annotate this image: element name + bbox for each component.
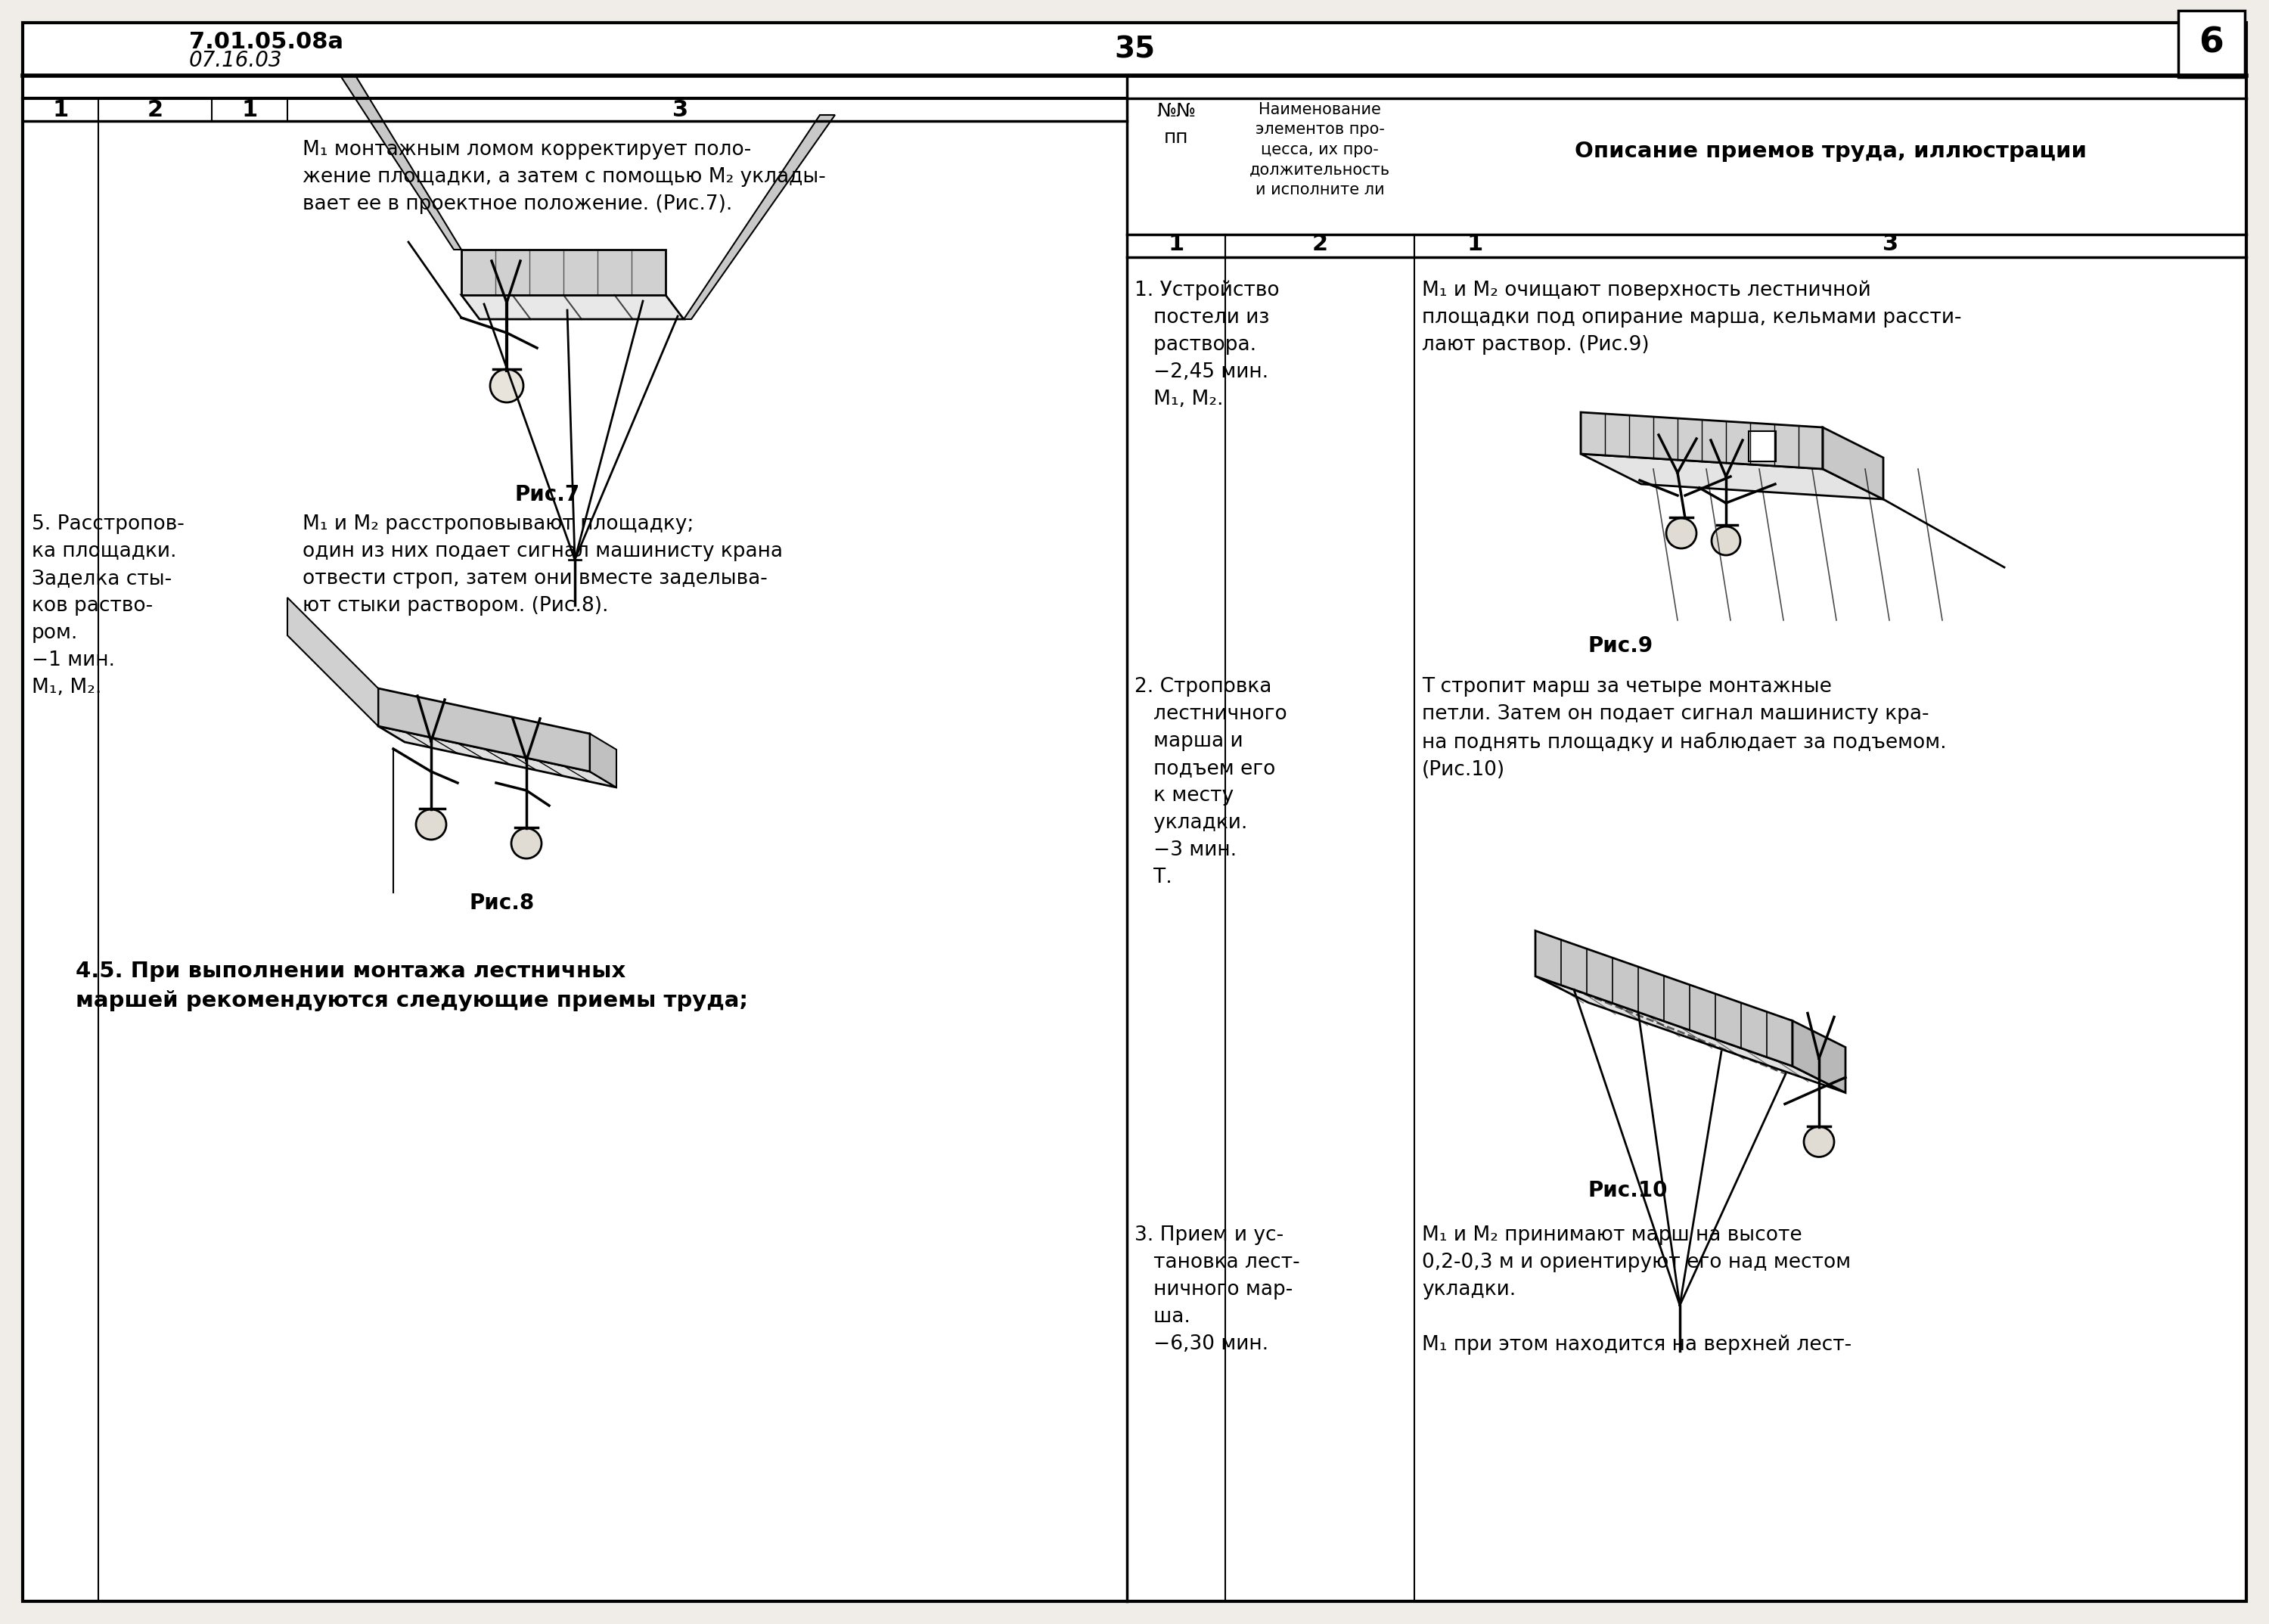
Polygon shape	[1793, 1021, 1845, 1093]
Text: №№: №№	[1157, 102, 1196, 120]
Text: 1: 1	[52, 99, 68, 120]
Polygon shape	[379, 689, 590, 771]
Text: 35: 35	[1114, 34, 1155, 63]
Polygon shape	[288, 598, 379, 726]
Text: Рис.9: Рис.9	[1588, 635, 1654, 656]
Text: М₁ и М₂ принимают марш на высоте
0,2-0,3 м и ориентируют его над местом
укладки.: М₁ и М₂ принимают марш на высоте 0,2-0,3…	[1423, 1226, 1852, 1354]
Text: 07.16.03: 07.16.03	[188, 50, 284, 71]
Text: 3: 3	[1883, 232, 1899, 255]
Polygon shape	[1581, 412, 1822, 469]
Text: 1. Устройство
   постели из
   раствора.
   −2,45 мин.
   М₁, М₂.: 1. Устройство постели из раствора. −2,45…	[1134, 279, 1280, 409]
Text: Т стропит марш за четыре монтажные
петли. Затем он подает сигнал машинисту кра-
: Т стропит марш за четыре монтажные петли…	[1423, 677, 1947, 780]
FancyBboxPatch shape	[23, 23, 2246, 1601]
Polygon shape	[1581, 453, 1883, 499]
Text: 3: 3	[672, 99, 690, 120]
Text: 6: 6	[2199, 26, 2224, 60]
Text: 1: 1	[1466, 232, 1484, 255]
Polygon shape	[683, 115, 835, 320]
Text: 4.5. При выполнении монтажа лестничных
маршей рекомендуются следующие приемы тру: 4.5. При выполнении монтажа лестничных м…	[75, 961, 749, 1012]
Polygon shape	[379, 726, 617, 788]
Circle shape	[1804, 1127, 1833, 1156]
Circle shape	[511, 828, 542, 859]
Polygon shape	[1536, 976, 1845, 1093]
Text: 1: 1	[1169, 232, 1184, 255]
Polygon shape	[590, 734, 617, 788]
Circle shape	[1665, 518, 1697, 549]
Polygon shape	[461, 296, 683, 320]
FancyBboxPatch shape	[2178, 11, 2244, 78]
FancyBboxPatch shape	[1749, 430, 1777, 461]
Text: 3. Прием и ус-
   тановка лест-
   ничного мар-
   ша.
   −6,30 мин.: 3. Прием и ус- тановка лест- ничного мар…	[1134, 1226, 1300, 1354]
Text: 2: 2	[1311, 232, 1327, 255]
Polygon shape	[1536, 931, 1793, 1065]
Text: Наименование
элементов про-
цесса, их про-
должительность
и исполните ли: Наименование элементов про- цесса, их пр…	[1250, 102, 1391, 197]
Polygon shape	[1822, 427, 1883, 499]
Text: 2. Строповка
   лестничного
   марша и
   подъем его
   к месту
   укладки.
   −: 2. Строповка лестничного марша и подъем …	[1134, 677, 1287, 887]
Text: 2: 2	[147, 99, 163, 120]
Circle shape	[415, 809, 447, 840]
Text: М₁ монтажным ломом корректирует поло-
жение площадки, а затем с помощью М₂ уклад: М₁ монтажным ломом корректирует поло- же…	[302, 140, 826, 214]
Text: Рис.10: Рис.10	[1588, 1181, 1668, 1202]
Text: Описание приемов труда, иллюстрации: Описание приемов труда, иллюстрации	[1575, 141, 2087, 162]
Text: Рис.8: Рис.8	[470, 893, 533, 914]
Text: М₁ и М₂ очищают поверхность лестничной
площадки под опирание марша, кельмами рас: М₁ и М₂ очищают поверхность лестничной п…	[1423, 279, 1960, 354]
Circle shape	[1711, 526, 1740, 555]
Polygon shape	[461, 250, 665, 296]
Text: 5. Расстропов-
ка площадки.
Заделка сты-
ков раство-
ром.
−1 мин.
М₁, М₂.: 5. Расстропов- ка площадки. Заделка сты-…	[32, 515, 184, 697]
Text: Рис.7: Рис.7	[515, 484, 579, 505]
Polygon shape	[340, 76, 461, 250]
Circle shape	[490, 369, 524, 403]
Text: 1: 1	[241, 99, 259, 120]
Text: М₁ и М₂ расстроповывают площадку;
один из них подает сигнал машинисту крана
отве: М₁ и М₂ расстроповывают площадку; один и…	[302, 515, 783, 615]
Text: 7.01.05.08а: 7.01.05.08а	[188, 31, 343, 52]
Text: пп: пп	[1164, 128, 1189, 146]
